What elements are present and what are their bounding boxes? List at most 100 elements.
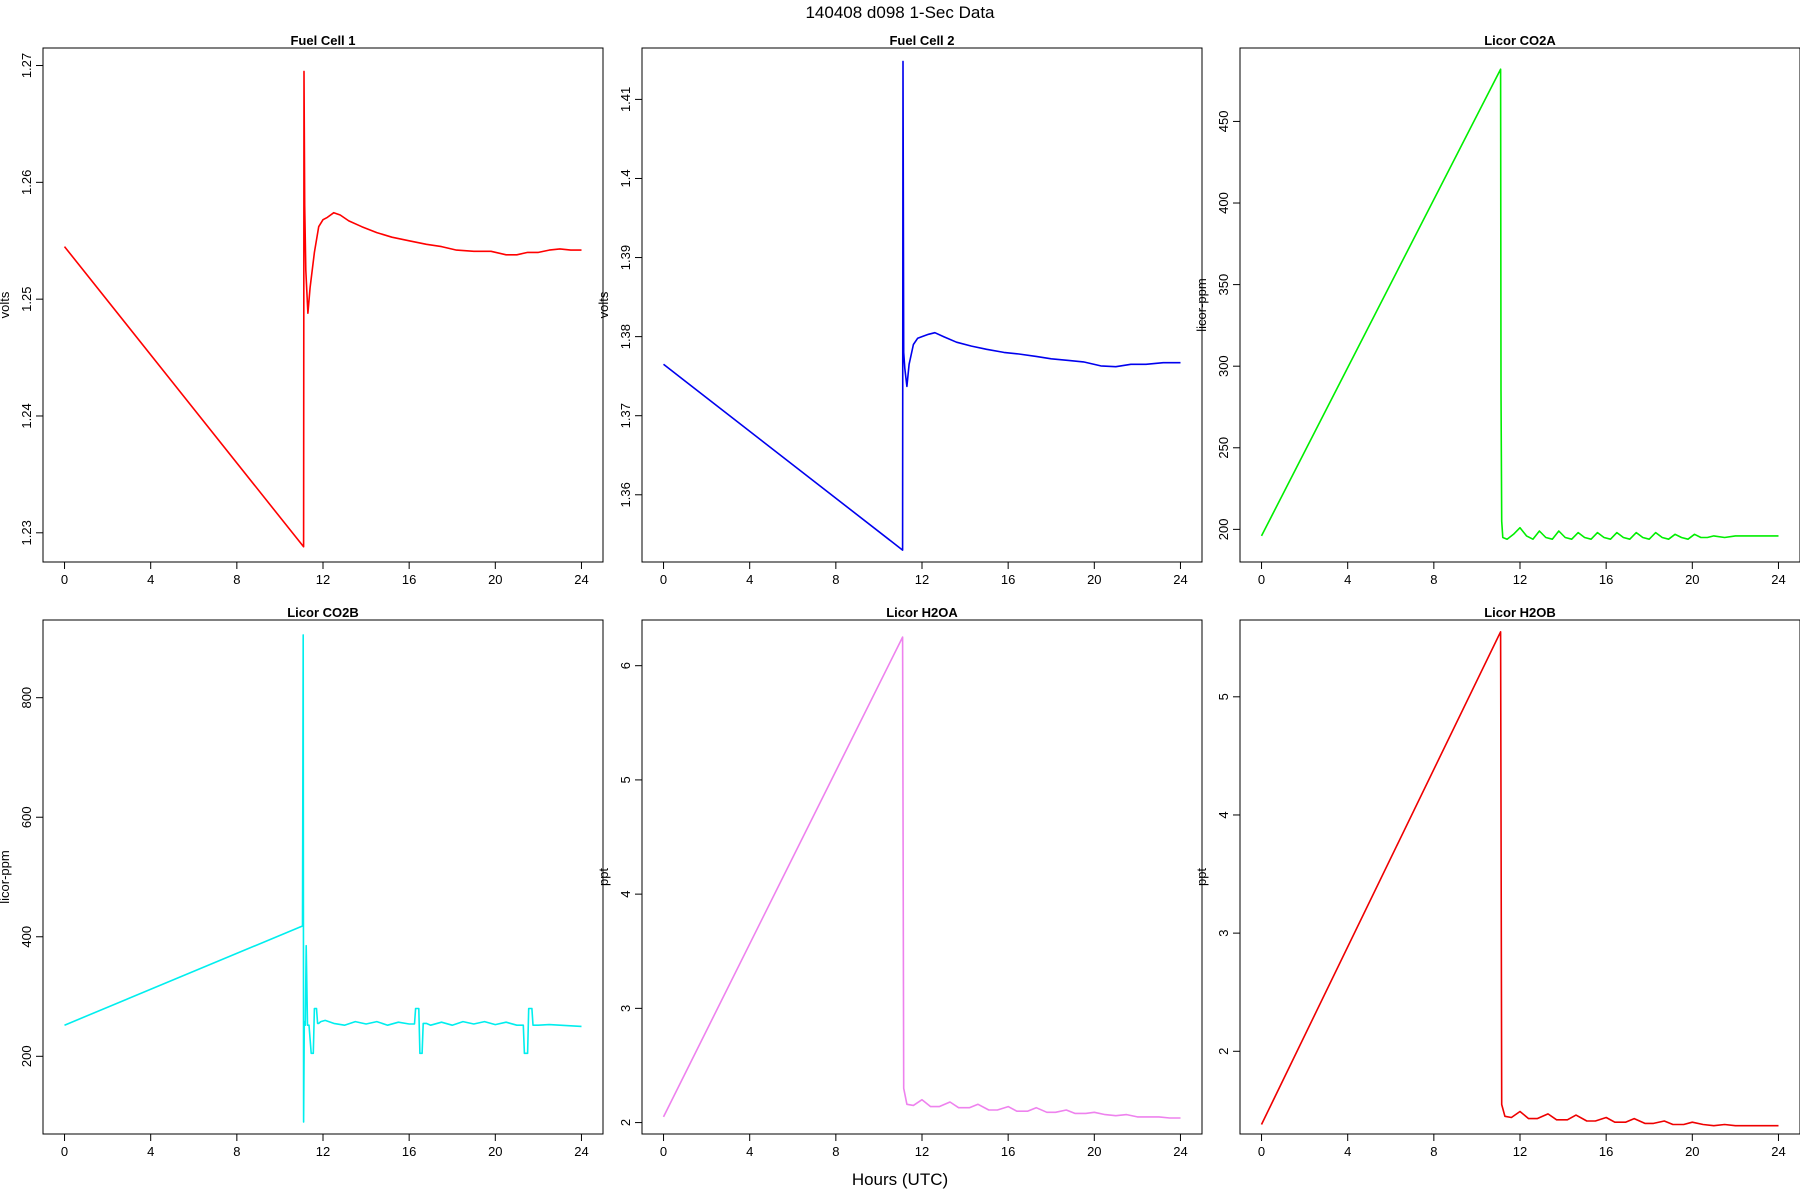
y-tick-label: 3	[618, 1005, 633, 1012]
y-axis-label: ppt	[1194, 868, 1209, 886]
y-tick-label: 600	[19, 806, 34, 828]
y-tick-label: 1.27	[19, 53, 34, 78]
y-tick-label: 400	[1216, 192, 1231, 214]
x-tick-label: 20	[488, 1144, 502, 1159]
y-tick-label: 200	[1216, 519, 1231, 541]
x-tick-label: 20	[1685, 1144, 1699, 1159]
plot-frame	[1239, 619, 1800, 1135]
y-tick-label: 4	[618, 891, 633, 898]
y-tick-label: 1.38	[618, 324, 633, 349]
y-tick-label: 200	[19, 1045, 34, 1067]
series-line	[63, 70, 582, 548]
y-tick-label: 1.41	[618, 87, 633, 112]
x-tick-label: 12	[915, 572, 929, 587]
x-tick-label: 0	[1258, 572, 1265, 587]
chart-panel-5: Licor H2OA ppt 0 4 8 12 16 20 24 2 3 4 5 6	[596, 605, 1203, 1159]
chart-title: Licor H2OA	[886, 605, 958, 620]
y-axis-label: licor-ppm	[0, 850, 12, 903]
x-tick-label: 8	[233, 1144, 240, 1159]
y-tick-label: 300	[1216, 355, 1231, 377]
y-axis-label: volts	[596, 291, 611, 318]
chart-title: Licor CO2A	[1484, 33, 1556, 48]
y-tick-label: 3	[1216, 930, 1231, 937]
y-tick-label: 1.36	[618, 482, 633, 507]
x-tick-label: 12	[1513, 572, 1527, 587]
x-tick-label: 20	[1685, 572, 1699, 587]
series-line	[1260, 68, 1779, 541]
y-tick-label: 400	[19, 926, 34, 948]
y-axis-label: ppt	[596, 868, 611, 886]
chart-panel-4: Licor CO2B licor-ppm 0 4 8 12 16 20 24 200 400 600 8…	[0, 605, 604, 1159]
x-tick-label: 24	[1173, 572, 1187, 587]
y-tick-label: 350	[1216, 274, 1231, 296]
x-tick-label: 16	[1599, 572, 1613, 587]
series-line	[662, 636, 1181, 1119]
x-tick-label: 16	[402, 572, 416, 587]
x-tick-label: 12	[316, 572, 330, 587]
y-tick-label: 5	[618, 776, 633, 783]
x-tick-label: 4	[1344, 572, 1351, 587]
x-tick-label: 4	[746, 1144, 753, 1159]
chart-title: Licor CO2B	[287, 605, 359, 620]
x-tick-label: 0	[61, 572, 68, 587]
y-tick-label: 6	[618, 662, 633, 669]
y-tick-label: 250	[1216, 437, 1231, 459]
y-tick-label: 1.24	[19, 403, 34, 428]
x-tick-label: 8	[1430, 1144, 1437, 1159]
y-tick-label: 1.4	[618, 169, 633, 187]
x-tick-label: 0	[660, 572, 667, 587]
series-line	[64, 634, 582, 1123]
y-tick-label: 1.37	[618, 403, 633, 428]
x-tick-label: 16	[1001, 572, 1015, 587]
x-tick-label: 12	[915, 1144, 929, 1159]
x-tick-label: 0	[1258, 1144, 1265, 1159]
y-tick-label: 5	[1216, 693, 1231, 700]
chart-title: Fuel Cell 2	[889, 33, 954, 48]
x-tick-label: 12	[1513, 1144, 1527, 1159]
y-tick-label: 1.39	[618, 245, 633, 270]
series-line	[663, 60, 1181, 551]
y-tick-label: 1.23	[19, 520, 34, 545]
x-tick-label: 24	[574, 572, 588, 587]
x-tick-label: 12	[316, 1144, 330, 1159]
plot-frame	[641, 47, 1203, 563]
x-tick-label: 16	[402, 1144, 416, 1159]
chart-panel-2: Fuel Cell 2 volts 0 4 8 12 16 20 24 1.36 1.37 1.38 1…	[596, 33, 1203, 587]
y-tick-label: 450	[1216, 111, 1231, 133]
chart-panel-1: Fuel Cell 1 volts 0 4 8 12 16 20 24 1.23 1.24 1.25 1…	[0, 33, 604, 587]
x-tick-label: 16	[1001, 1144, 1015, 1159]
x-tick-label: 8	[832, 1144, 839, 1159]
page-title: 140408 d098 1-Sec Data	[805, 3, 995, 22]
x-tick-label: 8	[233, 572, 240, 587]
x-tick-label: 16	[1599, 1144, 1613, 1159]
x-tick-label: 20	[488, 572, 502, 587]
y-tick-label: 4	[1216, 811, 1231, 818]
chart-title: Fuel Cell 1	[290, 33, 355, 48]
plot-frame	[641, 619, 1203, 1135]
x-axis-label: Hours (UTC)	[851, 1170, 949, 1189]
chart-panel-6: Licor H2OB ppt 0 4 8 12 16 20 24 2 3 4 5	[1194, 605, 1800, 1159]
y-tick-label: 800	[19, 687, 34, 709]
x-tick-label: 8	[1430, 572, 1437, 587]
chart-panel-3: Licor CO2A licor-ppm 0 4 8 12 16 20 24 200 250 300 3…	[1194, 33, 1800, 587]
y-tick-label: 2	[618, 1119, 633, 1126]
plot-frame	[1239, 47, 1800, 563]
x-tick-label: 24	[574, 1144, 588, 1159]
x-tick-label: 4	[1344, 1144, 1351, 1159]
y-tick-label: 2	[1216, 1048, 1231, 1055]
x-tick-label: 4	[147, 572, 154, 587]
x-tick-label: 24	[1771, 572, 1785, 587]
chart-title: Licor H2OB	[1484, 605, 1556, 620]
y-tick-label: 1.25	[19, 287, 34, 312]
x-tick-label: 24	[1173, 1144, 1187, 1159]
plot-frame	[42, 619, 604, 1135]
x-tick-label: 4	[746, 572, 753, 587]
y-axis-label: licor-ppm	[1194, 278, 1209, 331]
x-tick-label: 0	[61, 1144, 68, 1159]
plot-frame	[42, 47, 604, 563]
x-tick-label: 20	[1087, 572, 1101, 587]
y-tick-label: 1.26	[19, 170, 34, 195]
x-tick-label: 4	[147, 1144, 154, 1159]
series-line	[1260, 630, 1779, 1127]
